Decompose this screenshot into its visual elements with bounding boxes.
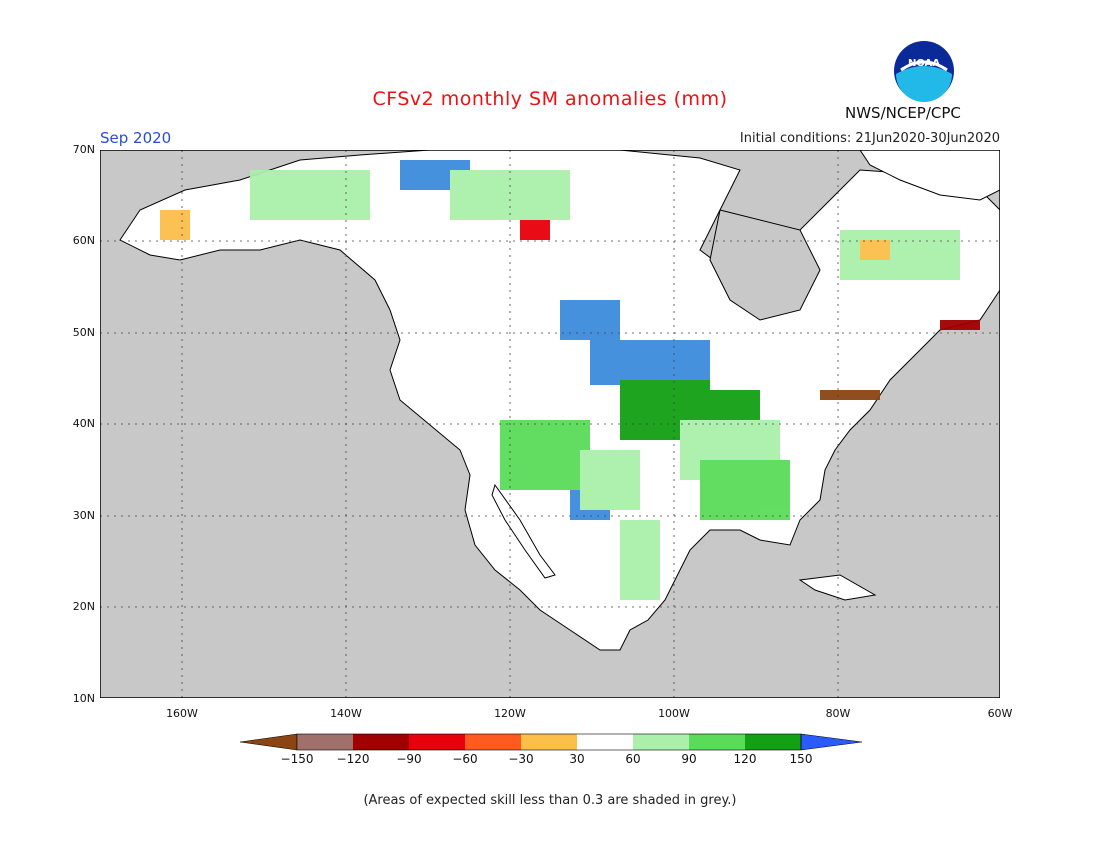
map-title: CFSv2 monthly SM anomalies (mm) bbox=[372, 88, 728, 110]
initial-conditions: Initial conditions: 21Jun2020-30Jun2020 bbox=[739, 131, 1000, 146]
lon-label-60w: 60W bbox=[987, 707, 1013, 720]
colorbar-label: −60 bbox=[452, 752, 478, 766]
lat-label-70n: 70N bbox=[72, 143, 95, 156]
hudson-bay bbox=[709, 209, 821, 321]
lon-label-140w: 140W bbox=[330, 707, 362, 720]
graticule bbox=[100, 150, 1000, 698]
lat-label-20n: 20N bbox=[72, 600, 95, 613]
color-bar bbox=[240, 733, 862, 751]
colorbar-arrow-right bbox=[800, 733, 862, 751]
lat-label-10n: 10N bbox=[72, 692, 95, 705]
lon-label-160w: 160W bbox=[166, 707, 198, 720]
lon-label-120w: 120W bbox=[494, 707, 526, 720]
skill-footnote: (Areas of expected skill less than 0.3 a… bbox=[363, 793, 737, 808]
cuba bbox=[798, 574, 877, 601]
colorbar-label: 30 bbox=[569, 752, 585, 766]
lat-label-60n: 60N bbox=[72, 234, 95, 247]
colorbar-swatch bbox=[353, 734, 409, 750]
colorbar-swatch bbox=[297, 734, 353, 750]
noaa-logo: NOAA bbox=[894, 41, 954, 102]
lat-label-30n: 30N bbox=[72, 509, 95, 522]
forecast-month: Sep 2020 bbox=[100, 129, 172, 147]
colorbar-swatch bbox=[689, 734, 745, 750]
colorbar-label: 150 bbox=[789, 752, 813, 766]
svg-text:NOAA: NOAA bbox=[908, 58, 940, 69]
lon-label-100w: 100W bbox=[658, 707, 690, 720]
lon-label-80w: 80W bbox=[825, 707, 851, 720]
colorbar-label: −30 bbox=[508, 752, 534, 766]
anomaly-map bbox=[100, 150, 1000, 698]
colorbar-swatch bbox=[577, 734, 633, 750]
colorbar-label: 120 bbox=[733, 752, 757, 766]
colorbar-swatch bbox=[745, 734, 801, 750]
colorbar-label: 60 bbox=[625, 752, 641, 766]
lat-label-50n: 50N bbox=[72, 326, 95, 339]
lat-label-40n: 40N bbox=[72, 417, 95, 430]
colorbar-swatch bbox=[633, 734, 689, 750]
colorbar-swatch bbox=[465, 734, 521, 750]
colorbar-swatch bbox=[409, 734, 465, 750]
baja-california bbox=[491, 483, 556, 579]
anomaly-patches bbox=[160, 160, 980, 600]
greenland bbox=[859, 150, 1000, 201]
colorbar-swatch bbox=[521, 734, 577, 750]
colorbar-arrow-left bbox=[240, 733, 298, 751]
agency-label: NWS/NCEP/CPC bbox=[845, 104, 961, 122]
colorbar-label: −120 bbox=[336, 752, 370, 766]
colorbar-label: 90 bbox=[681, 752, 697, 766]
colorbar-label: −90 bbox=[396, 752, 422, 766]
colorbar-label: −150 bbox=[280, 752, 314, 766]
